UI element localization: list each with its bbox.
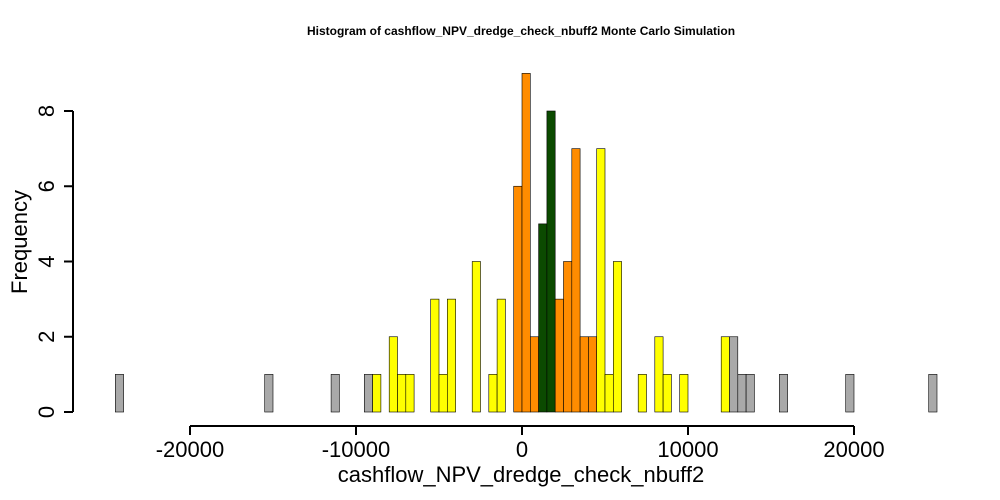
histogram-bar [637, 374, 647, 413]
histogram-bar [471, 261, 481, 413]
histogram-bar [571, 148, 581, 413]
histogram-bar [778, 374, 788, 413]
histogram-bar [438, 374, 448, 413]
histogram-bar [405, 374, 415, 413]
x-tick-label: -10000 [322, 437, 391, 462]
histogram-bar [430, 298, 440, 413]
histogram-bar [264, 374, 274, 413]
x-tick-label: -20000 [156, 437, 225, 462]
histogram-bar [388, 336, 398, 413]
histogram-bar [496, 298, 506, 413]
histogram-bar [662, 374, 672, 413]
x-tick-label: 20000 [823, 437, 884, 462]
histogram-bar [654, 336, 664, 413]
x-tick-label: 0 [516, 437, 528, 462]
histogram-bar [363, 374, 373, 413]
histogram-bar [579, 336, 589, 413]
histogram-bar [845, 374, 855, 413]
bars-group [115, 73, 938, 413]
histogram-bar [488, 374, 498, 413]
histogram-bar [588, 336, 598, 413]
histogram-bar [554, 298, 564, 413]
histogram-bar [513, 185, 523, 413]
x-axis-label: cashflow_NPV_dredge_check_nbuff2 [338, 462, 705, 487]
y-axis-label: Frequency [7, 190, 32, 294]
y-tick-label: 6 [34, 180, 59, 192]
histogram-bar [330, 374, 340, 413]
histogram-bar [529, 336, 539, 413]
histogram-bar [612, 261, 622, 413]
histogram-bar [397, 374, 407, 413]
y-tick-label: 2 [34, 331, 59, 343]
y-tick-label: 8 [34, 105, 59, 117]
histogram-bar [446, 298, 456, 413]
chart-title: Histogram of cashflow_NPV_dredge_check_n… [307, 24, 735, 38]
histogram-bar [521, 73, 531, 413]
histogram-bar [538, 223, 548, 413]
histogram-bar [546, 110, 556, 413]
histogram-bar [563, 261, 573, 413]
histogram-bar [604, 374, 614, 413]
histogram-bar [679, 374, 689, 413]
histogram-bar [928, 374, 938, 413]
histogram-bar [596, 148, 606, 413]
histogram-bar [729, 336, 739, 413]
histogram-bar [720, 336, 730, 413]
histogram-bar [115, 374, 124, 413]
histogram-bar [737, 374, 747, 413]
x-axis: -20000 -10000 0 10000 20000 [156, 425, 885, 462]
y-tick-label: 0 [34, 406, 59, 418]
x-tick-label: 10000 [657, 437, 718, 462]
y-tick-label: 4 [34, 255, 59, 267]
y-axis: 0 2 4 6 8 [34, 105, 74, 418]
histogram-bar [745, 374, 755, 413]
histogram-bar [372, 374, 382, 413]
